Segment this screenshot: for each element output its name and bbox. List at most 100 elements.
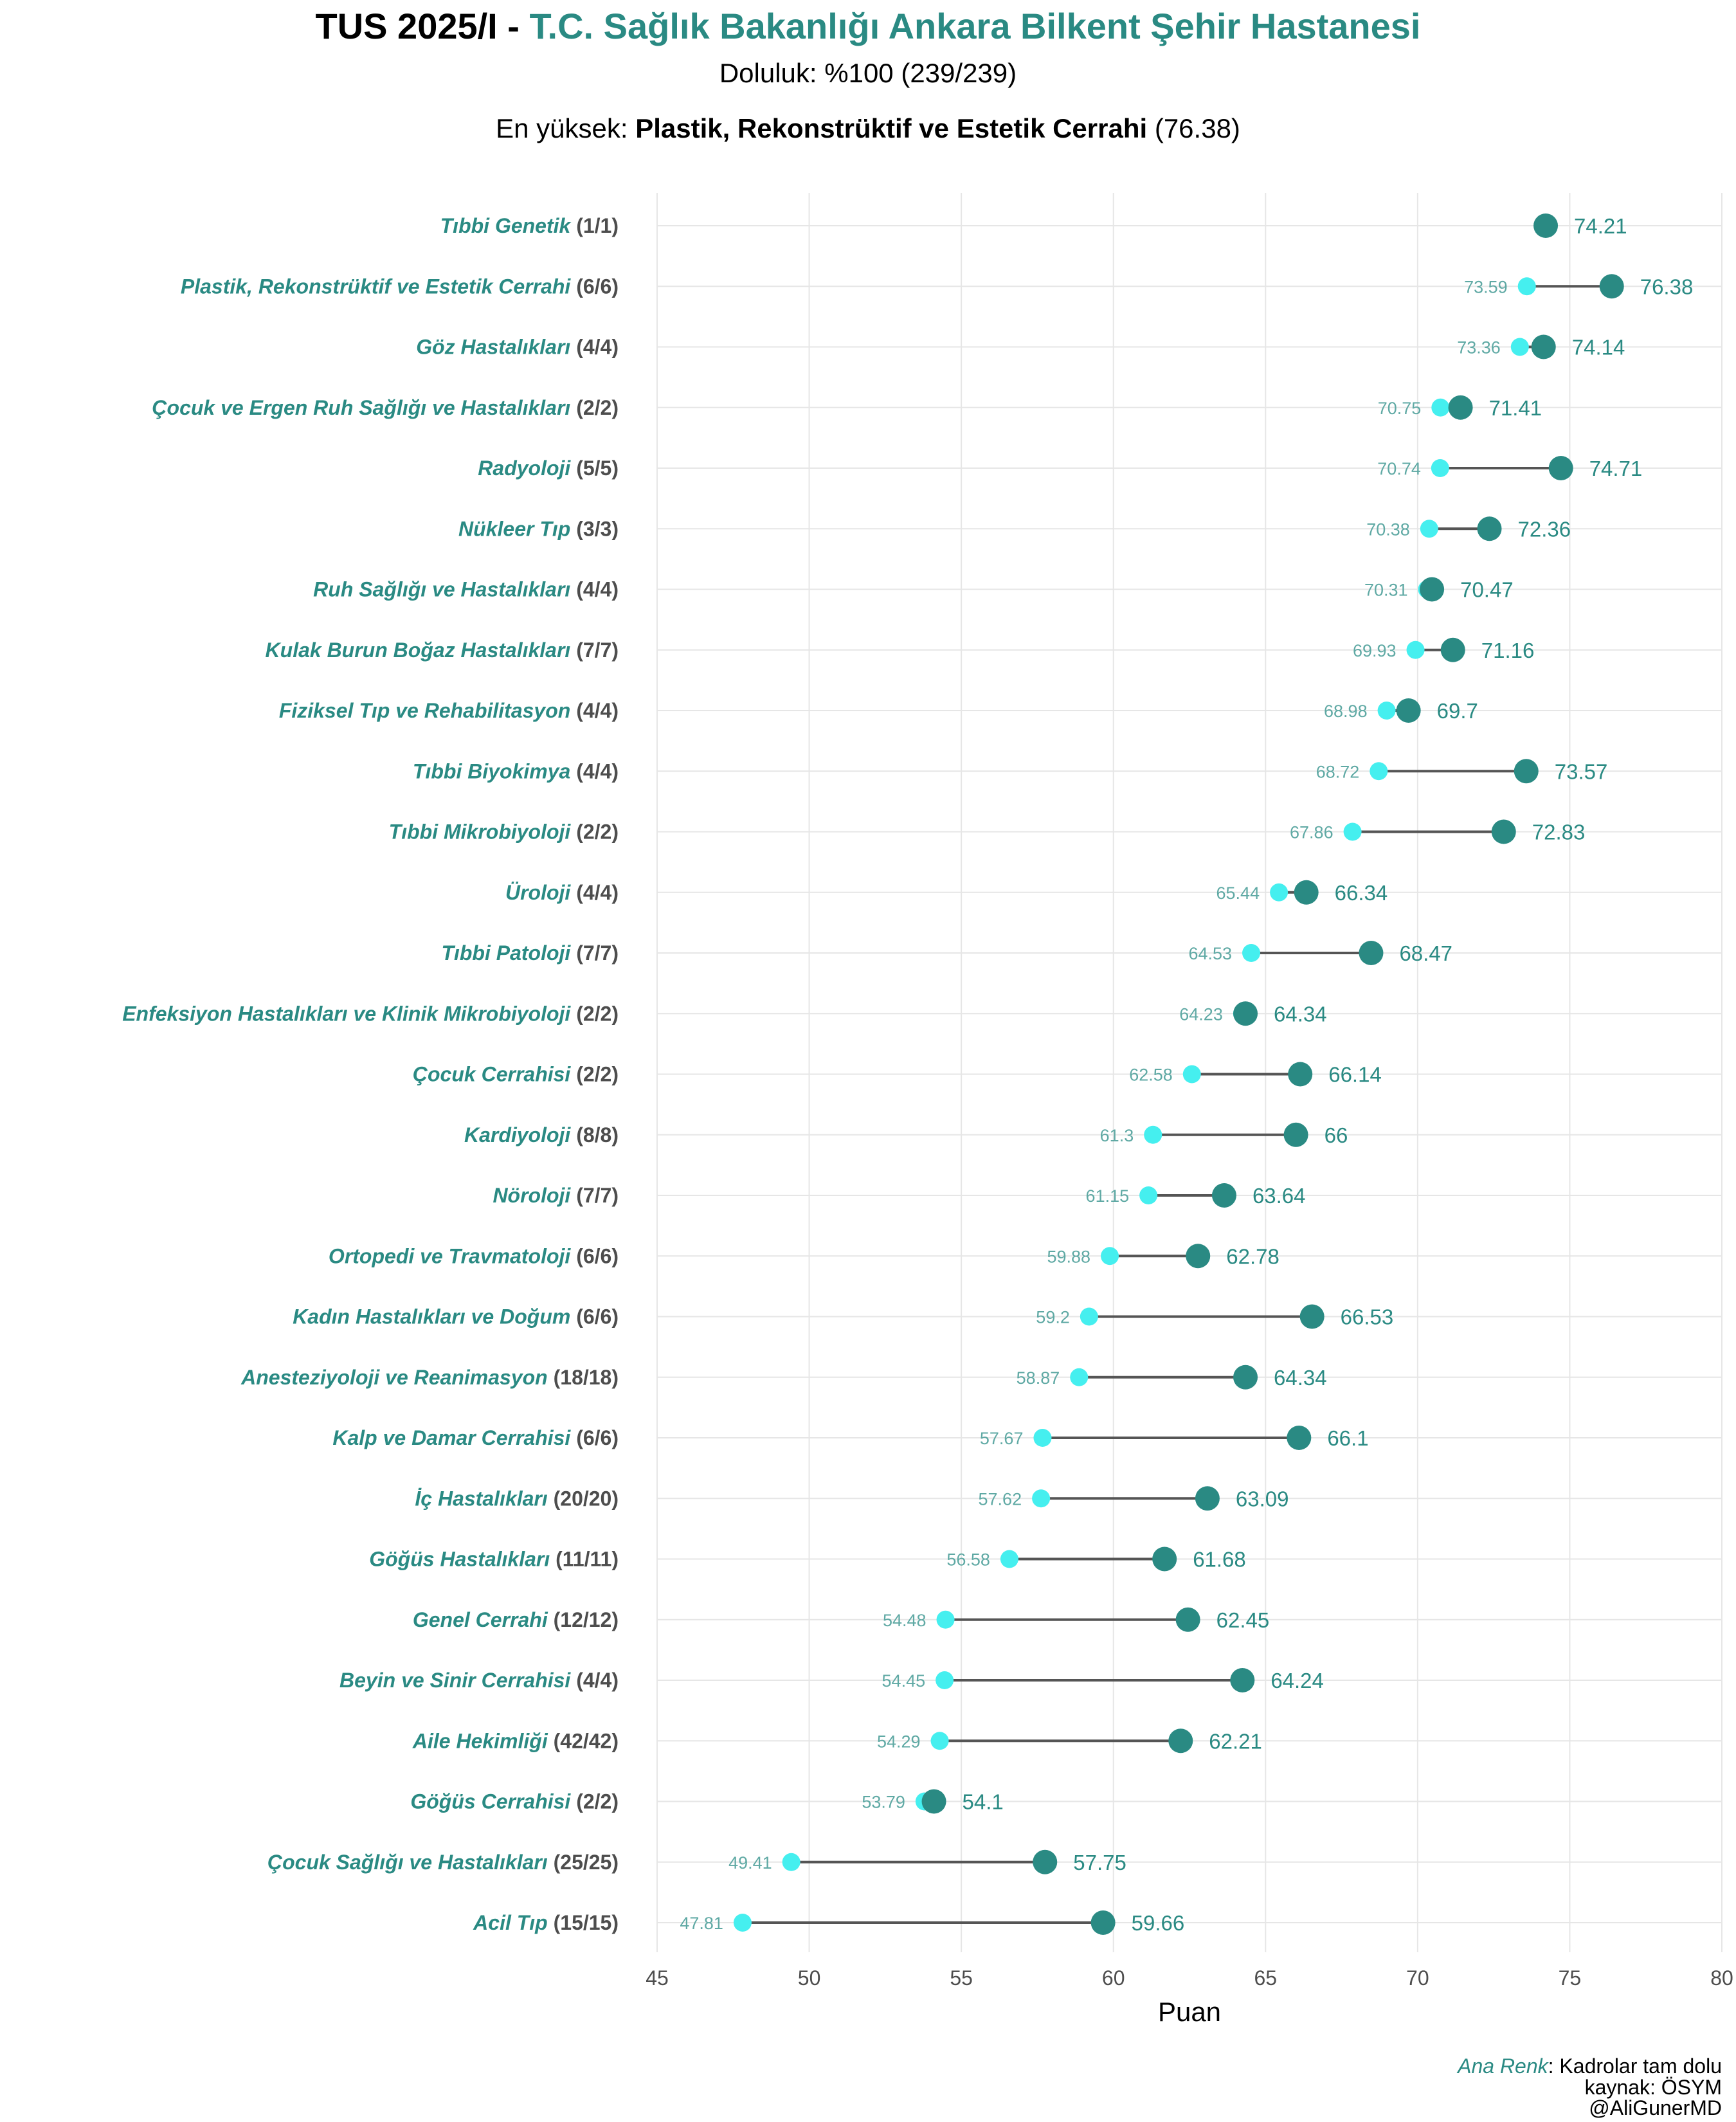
x-axis-label: Puan [1158, 1997, 1221, 2027]
max-point [1283, 1122, 1308, 1147]
max-point [1477, 516, 1502, 541]
min-point [1144, 1125, 1162, 1144]
category-name: Radyoloji [478, 457, 571, 480]
max-value-label: 66 [1325, 1123, 1348, 1147]
min-point [1070, 1368, 1089, 1386]
min-point [1000, 1550, 1018, 1568]
max-value-label: 71.41 [1489, 396, 1542, 420]
category-quota: (12/12) [548, 1608, 619, 1631]
category-quota: (4/4) [570, 1669, 619, 1692]
y-category-label: Çocuk Cerrahisi (2/2) [413, 1063, 619, 1086]
category-name: Acil Tıp [473, 1911, 548, 1934]
max-point [1448, 395, 1473, 420]
category-quota: (6/6) [570, 1305, 619, 1329]
min-point [1139, 1186, 1158, 1204]
x-tick-label: 60 [1102, 1966, 1125, 1990]
category-quota: (1/1) [570, 214, 619, 237]
max-value-label: 62.78 [1226, 1244, 1279, 1268]
y-category-label: Ruh Sağlığı ve Hastalıkları (4/4) [313, 578, 619, 601]
category-name: Ortopedi ve Travmatoloji [329, 1244, 572, 1267]
category-quota: (2/2) [570, 1790, 619, 1813]
category-quota: (18/18) [548, 1366, 619, 1389]
max-value-label: 72.36 [1518, 517, 1571, 541]
min-value-label: 59.2 [1036, 1308, 1070, 1327]
caption-legend: Ana Renk: Kadrolar tam dolu [1458, 2056, 1722, 2077]
category-quota: (6/6) [570, 1244, 619, 1267]
max-point [1359, 941, 1384, 965]
title-hospital: T.C. Sağlık Bakanlığı Ankara Bilkent Şeh… [529, 6, 1421, 46]
min-value-label: 61.15 [1086, 1186, 1130, 1206]
max-point [1287, 1426, 1312, 1450]
min-value-label: 62.58 [1129, 1066, 1173, 1085]
min-value-label: 59.88 [1047, 1247, 1090, 1266]
min-value-label: 68.98 [1324, 702, 1368, 721]
min-value-label: 67.86 [1290, 823, 1334, 842]
category-quota: (2/2) [570, 1002, 619, 1025]
min-point [1370, 762, 1388, 781]
max-point [1396, 698, 1421, 723]
category-name: Ruh Sağlığı ve Hastalıkları [313, 578, 570, 601]
max-value-label: 66.1 [1327, 1426, 1368, 1450]
max-value-label: 61.68 [1193, 1548, 1246, 1572]
min-point [1510, 338, 1529, 356]
category-name: Nükleer Tıp [458, 517, 570, 540]
max-point [1168, 1728, 1193, 1754]
y-category-label: Tıbbi Genetik (1/1) [440, 214, 619, 237]
category-quota: (4/4) [570, 881, 619, 904]
category-name: Tıbbi Mikrobiyoloji [389, 821, 572, 844]
y-category-label: Genel Cerrahi (12/12) [413, 1608, 619, 1631]
max-point [1440, 637, 1465, 662]
category-quota: (7/7) [570, 941, 619, 965]
y-category-label: Nükleer Tıp (3/3) [458, 517, 619, 540]
category-name: Kadın Hastalıkları ve Doğum [293, 1305, 570, 1329]
max-point [1175, 1607, 1200, 1632]
y-category-label: Çocuk Sağlığı ve Hastalıkları (25/25) [267, 1851, 619, 1874]
min-value-label: 54.45 [882, 1671, 926, 1691]
category-name: Kardiyoloji [464, 1123, 571, 1147]
max-point [1152, 1546, 1177, 1572]
category-quota: (42/42) [548, 1729, 619, 1752]
category-name: Çocuk ve Ergen Ruh Sağlığı ve Hastalıkla… [152, 396, 570, 419]
y-category-label: Tıbbi Mikrobiyoloji (2/2) [389, 821, 619, 844]
max-value-label: 63.64 [1252, 1184, 1306, 1208]
max-value-label: 64.34 [1274, 1002, 1327, 1026]
category-name: Genel Cerrahi [413, 1608, 548, 1631]
min-value-label: 70.74 [1377, 459, 1421, 478]
category-name: Aile Hekimliği [412, 1729, 548, 1752]
max-point [1090, 1910, 1116, 1935]
max-value-label: 54.1 [963, 1790, 1004, 1814]
max-point [1233, 1001, 1258, 1026]
x-tick-label: 75 [1559, 1966, 1582, 1990]
category-quota: (6/6) [570, 1426, 619, 1449]
y-category-label: Kadın Hastalıkları ve Doğum (6/6) [293, 1305, 619, 1329]
max-value-label: 68.47 [1399, 941, 1452, 965]
y-category-label: Göğüs Cerrahisi (2/2) [410, 1790, 619, 1813]
min-value-label: 70.38 [1366, 520, 1410, 539]
y-category-label: Acil Tıp (15/15) [473, 1911, 619, 1934]
occupancy-subtitle: Doluluk: %100 (239/239) [719, 58, 1017, 88]
y-category-label: Anesteziyoloji ve Reanimasyon (18/18) [240, 1366, 619, 1389]
category-name: Göz Hastalıkları [416, 336, 570, 359]
category-name: Kulak Burun Boğaz Hastalıkları [266, 639, 571, 662]
min-point [1080, 1307, 1098, 1326]
y-category-label: Beyin ve Sinir Cerrahisi (4/4) [339, 1669, 619, 1692]
category-quota: (4/4) [570, 759, 619, 783]
category-name: Kalp ve Damar Cerrahisi [332, 1426, 571, 1449]
x-tick-label: 55 [950, 1966, 973, 1990]
y-category-label: Fiziksel Tıp ve Rehabilitasyon (4/4) [279, 699, 619, 722]
min-value-label: 73.59 [1464, 277, 1508, 296]
min-point [1033, 1429, 1052, 1447]
min-point [1270, 883, 1288, 902]
category-name: Göğüs Cerrahisi [410, 1790, 571, 1813]
max-point [1033, 1849, 1058, 1874]
category-name: Çocuk Cerrahisi [413, 1063, 572, 1086]
category-name: İç Hastalıkları [415, 1487, 547, 1510]
category-quota: (3/3) [570, 517, 619, 540]
min-point [1343, 822, 1362, 841]
max-value-label: 64.24 [1270, 1669, 1324, 1692]
category-name: Tıbbi Genetik [440, 214, 572, 237]
min-value-label: 47.81 [680, 1914, 723, 1933]
min-value-label: 64.53 [1188, 944, 1232, 963]
max-value-label: 66.53 [1341, 1305, 1394, 1329]
max-point [1533, 213, 1559, 238]
